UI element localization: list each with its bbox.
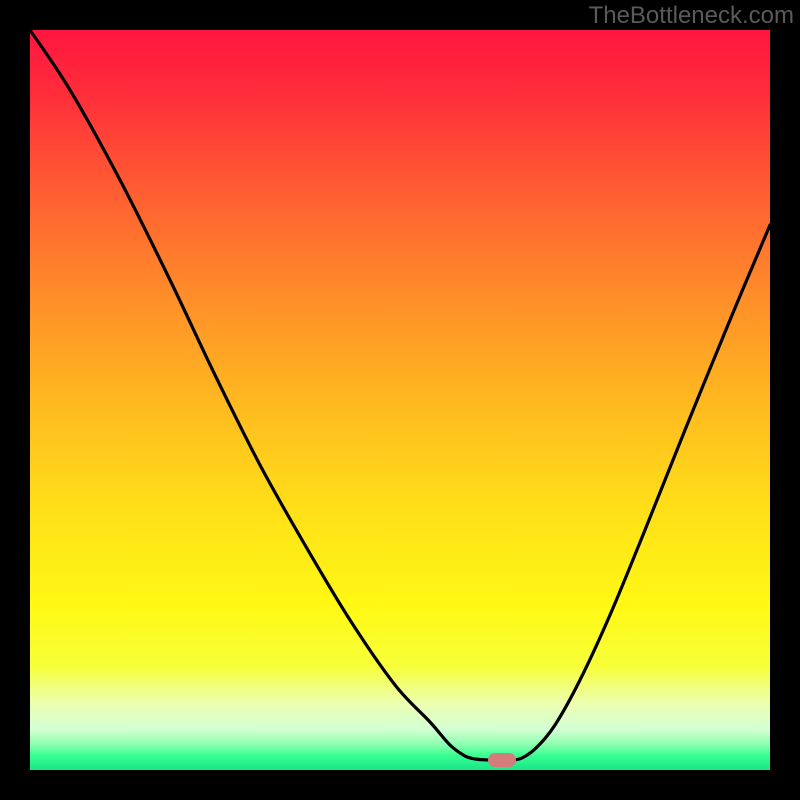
border-left [0,0,30,800]
plot-background [30,30,770,770]
watermark-text: TheBottleneck.com [589,2,794,30]
border-right [770,0,800,800]
border-bottom [0,770,800,800]
chart-container: TheBottleneck.com [0,0,800,800]
optimal-marker [488,753,516,767]
chart-svg [0,0,800,800]
